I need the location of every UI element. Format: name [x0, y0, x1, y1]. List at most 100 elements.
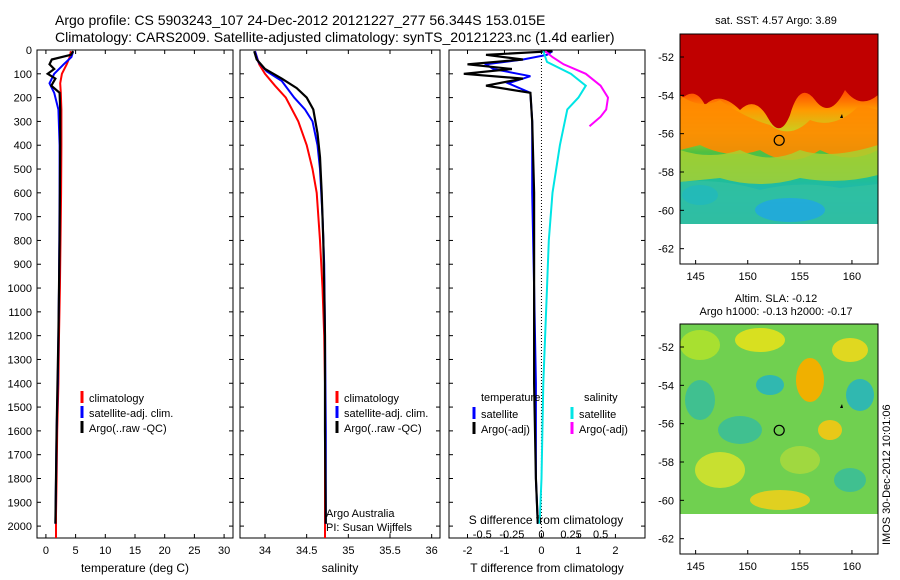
x-tick-label: 150	[739, 271, 757, 283]
top-tick-label: 0	[538, 529, 544, 541]
x-axis-label: T difference from climatology	[470, 561, 624, 575]
y-tick-label: 1600	[8, 426, 32, 438]
sla-map-panel: Altim. SLA: -0.12 Argo h1000: -0.13 h200…	[658, 293, 879, 573]
plot-frame	[239, 49, 441, 539]
y-tick-label: -60	[658, 495, 674, 507]
x-tick-label: 35.5	[379, 545, 400, 557]
x-tick-label: 0	[43, 545, 49, 557]
y-tick-label: 1700	[8, 450, 32, 462]
series-line-argo-raw-qc-	[45, 50, 75, 524]
legend-label: satellite-adj. clim.	[89, 408, 173, 420]
series-line-satellite	[538, 50, 588, 524]
legend-label: Argo(..raw -QC)	[89, 423, 167, 435]
y-tick-label: 800	[14, 235, 32, 247]
x-tick-label: 25	[188, 545, 200, 557]
argo-position-marker	[773, 424, 785, 436]
y-tick-label: 1100	[8, 307, 32, 319]
sla-map-axes: 145 150 155 160 -52 -54 -56 -58 -60 -62	[658, 342, 861, 573]
x-tick-label: -2	[463, 545, 473, 557]
y-tick-label: -56	[658, 129, 674, 141]
x-tick-label: 145	[686, 561, 704, 573]
small-land-marker	[840, 404, 843, 408]
x-axis-label: temperature (deg C)	[81, 561, 189, 575]
y-tick-label: 100	[14, 69, 32, 81]
y-tick-label: 0	[26, 45, 32, 57]
x-tick-label: 15	[129, 545, 141, 557]
plot-frame	[36, 49, 234, 539]
y-tick-label: -58	[658, 457, 674, 469]
x-tick-label: 160	[843, 271, 861, 283]
x-tick-label: 0	[538, 545, 544, 557]
sla-map-subtitle: Argo h1000: -0.13 h2000: -0.17	[700, 306, 853, 318]
x-tick-label: 155	[791, 561, 809, 573]
x-tick-label: 145	[686, 271, 704, 283]
sst-map-axes: 145 150 155 160 -52 -54 -56 -58 -60 -62	[658, 52, 861, 283]
y-tick-label: -52	[658, 342, 674, 354]
y-tick-label: -60	[658, 205, 674, 217]
x-tick-label: 5	[73, 545, 79, 557]
x-tick-label: 1	[575, 545, 581, 557]
top-tick-label: 0.5	[593, 529, 608, 541]
y-tick-label: 1000	[8, 283, 32, 295]
top-tick-label: -0.5	[473, 529, 492, 541]
title-line-1: Argo profile: CS 5903243_107 24-Dec-2012…	[55, 12, 546, 28]
x-tick-label: 35	[342, 545, 354, 557]
sst-map-title: sat. SST: 4.57 Argo: 3.89	[715, 15, 837, 27]
small-land-marker	[840, 114, 843, 118]
x-tick-label: 155	[791, 271, 809, 283]
x-tick-label: 2	[612, 545, 618, 557]
y-tick-label: 500	[14, 164, 32, 176]
x-tick-label: 34	[259, 545, 271, 557]
sla-map-title: Altim. SLA: -0.12	[735, 293, 818, 305]
legend-label: climatology	[344, 393, 400, 405]
y-tick-label: -54	[658, 380, 674, 392]
legend-label: Argo(-adj)	[579, 424, 628, 436]
credit-timestamp: IMOS 30-Dec-2012 10:01:06	[881, 404, 893, 545]
legend-label: satellite-adj. clim.	[344, 408, 428, 420]
y-tick-label: -54	[658, 90, 674, 102]
series-line-argo-adj-	[544, 50, 610, 127]
legend-header: temperature	[481, 392, 540, 404]
y-tick-label: 1900	[8, 497, 32, 509]
y-tick-label: 1400	[8, 378, 32, 390]
x-tick-label: -1	[500, 545, 510, 557]
difference-panel: -2 -1 0 1 2 T difference from climatology temp…	[448, 49, 646, 575]
annotation-text: Argo Australia	[326, 508, 395, 520]
x-tick-label: 36	[426, 545, 438, 557]
legend-label: Argo(..raw -QC)	[344, 423, 422, 435]
title-line-2: Climatology: CARS2009. Satellite-adjuste…	[55, 29, 615, 45]
legend-label: satellite	[579, 409, 616, 421]
y-tick-label: 900	[14, 259, 32, 271]
y-tick-label: 300	[14, 116, 32, 128]
legend-label: Argo(-adj)	[481, 424, 530, 436]
y-tick-label: 700	[14, 212, 32, 224]
series-line-argo-raw-qc-	[253, 50, 327, 524]
legend-header: salinity	[584, 392, 618, 404]
y-tick-label: 1300	[8, 354, 32, 366]
y-tick-label: -52	[658, 52, 674, 64]
annotation-text: PI: Susan Wijffels	[326, 522, 412, 534]
y-tick-label: 400	[14, 140, 32, 152]
x-tick-label: 20	[159, 545, 171, 557]
sst-map-field	[680, 34, 878, 224]
x-tick-label: 150	[739, 561, 757, 573]
top-axis-label: S difference from climatology	[469, 513, 624, 527]
x-tick-label: 34.5	[296, 545, 317, 557]
y-tick-label: 1800	[8, 473, 32, 485]
y-tick-label: 1500	[8, 402, 32, 414]
x-tick-label: 30	[218, 545, 230, 557]
series-line-argo-adj-	[463, 50, 553, 524]
sst-map-panel: sat. SST: 4.57 Argo: 3.89 145 150 155 160 -5…	[658, 15, 879, 283]
legend-label: climatology	[89, 393, 145, 405]
top-tick-label: 0.25	[560, 529, 581, 541]
sla-map-field	[680, 324, 878, 514]
x-axis-label: salinity	[322, 561, 359, 575]
legend-label: satellite	[481, 409, 518, 421]
y-tick-label: 600	[14, 188, 32, 200]
y-tick-label: 1200	[8, 331, 32, 343]
salinity-panel: 34 34.5 35 35.5 36 salinity climatology satelli…	[239, 49, 441, 575]
argo-position-marker	[773, 134, 785, 146]
y-tick-label: 2000	[8, 521, 32, 533]
x-tick-label: 160	[843, 561, 861, 573]
